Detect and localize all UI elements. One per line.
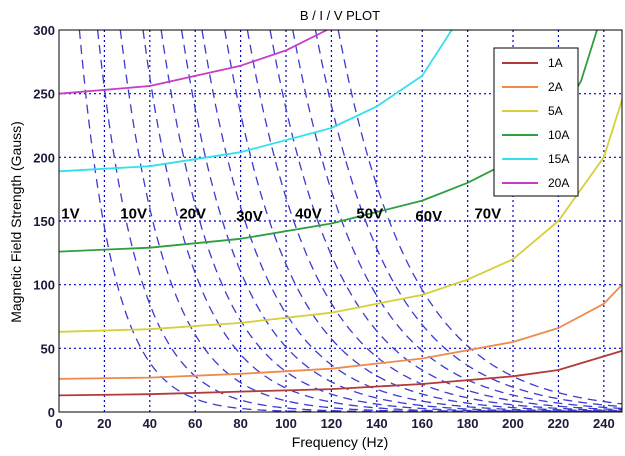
voltage-line [201, 29, 622, 413]
x-tick-label: 120 [321, 416, 343, 431]
x-tick-label: 40 [143, 416, 157, 431]
voltage-label: 60V [415, 208, 442, 225]
voltage-lines [78, 29, 623, 413]
series-line-1a [58, 350, 623, 397]
voltage-labels: 1V 10V 20V 30V 40V 50V 60V 70V [61, 205, 501, 225]
voltage-label: 10V [120, 205, 147, 222]
voltage-label: 40V [295, 205, 322, 222]
x-tick-label: 60 [188, 416, 202, 431]
voltage-label: 30V [236, 208, 263, 225]
voltage-label: 1V [61, 205, 79, 222]
y-tick-label: 250 [33, 87, 55, 102]
x-tick-label: 200 [502, 416, 524, 431]
y-tick-label: 150 [33, 214, 55, 229]
series-line-15a [58, 29, 453, 173]
x-tick-label: 220 [548, 416, 570, 431]
voltage-line [314, 29, 623, 408]
x-tick-label: 0 [55, 416, 62, 431]
y-tick-labels: 0 50 100 150 200 250 300 [33, 23, 55, 420]
y-tick-label: 100 [33, 278, 55, 293]
x-tick-label: 140 [366, 416, 388, 431]
voltage-line [337, 29, 623, 405]
x-tick-label: 80 [233, 416, 247, 431]
voltage-line [119, 29, 622, 413]
x-tick-label: 20 [97, 416, 111, 431]
chart-title: B / I / V PLOT [300, 8, 380, 23]
voltage-line [160, 29, 622, 413]
y-tick-label: 0 [48, 405, 55, 420]
y-tick-label: 50 [41, 341, 55, 356]
y-axis-label: Magnetic Field Strength (Gauss) [8, 121, 24, 323]
legend-box [493, 47, 579, 197]
voltage-line [180, 29, 622, 413]
legend-label: 2A [548, 80, 563, 94]
voltage-line [246, 29, 622, 412]
legend-label: 5A [548, 104, 563, 118]
legend-label: 10A [548, 128, 569, 142]
voltage-label: 50V [356, 205, 383, 222]
x-axis-label: Frequency (Hz) [292, 434, 388, 450]
plot-frame [58, 29, 623, 413]
voltage-label: 70V [474, 205, 501, 222]
legend-label: 1A [548, 56, 563, 70]
x-tick-label: 160 [411, 416, 433, 431]
legend: 1A 2A 5A 10A 15A 20A [493, 47, 579, 197]
y-tick-label: 300 [33, 23, 55, 38]
series-line-5a [58, 99, 623, 333]
voltage-label: 20V [179, 205, 206, 222]
voltage-line [292, 29, 623, 410]
series-line-20a [58, 29, 328, 95]
x-tick-label: 100 [275, 416, 297, 431]
voltage-line [224, 29, 622, 412]
voltage-line [142, 29, 622, 413]
legend-label: 20A [548, 176, 569, 190]
x-tick-label: 180 [457, 416, 479, 431]
legend-label: 15A [548, 152, 569, 166]
x-tick-label: 240 [593, 416, 615, 431]
x-tick-labels: 0 20 40 60 80 100 120 140 160 180 200 220 240 [55, 416, 614, 431]
series-line-2a [58, 284, 623, 380]
y-tick-label: 200 [33, 150, 55, 165]
